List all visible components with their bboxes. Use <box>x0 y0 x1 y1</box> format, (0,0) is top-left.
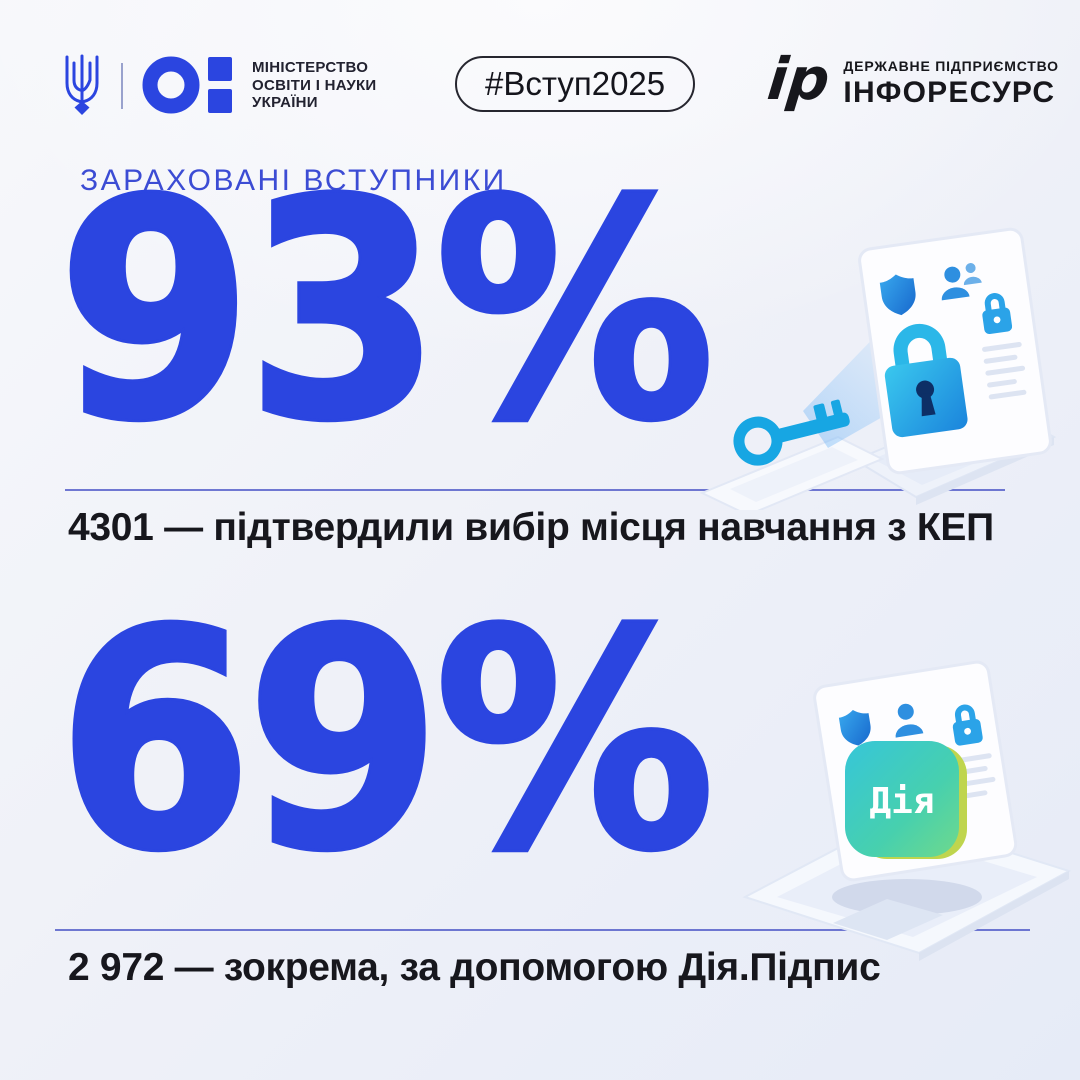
ministry-name-line3: УКРАЇНИ <box>252 94 318 111</box>
shield-icon <box>838 709 871 746</box>
stat-2-percent: 69% <box>55 567 717 916</box>
diia-app-icon: Дія <box>845 741 967 859</box>
section-divider <box>55 929 1030 931</box>
hashtag-badge: #Вступ2025 <box>455 56 696 112</box>
users-icon <box>895 703 924 738</box>
laptop-security-illustration <box>699 227 1057 510</box>
trident-icon <box>65 54 99 115</box>
inforesurs-logo: ір ДЕРЖАВНЕ ПІДПРИЄМСТВО ІНФОРЕСУРС <box>764 45 1059 113</box>
shield-icon <box>879 274 916 316</box>
small-lock-icon <box>982 293 1013 335</box>
ministry-name-line2: ОСВІТИ І НАУКИ <box>252 76 377 94</box>
inforesurs-title: ІНФОРЕСУРС <box>843 76 1056 109</box>
laptop-screen <box>858 227 1052 475</box>
tablet <box>699 435 885 510</box>
small-lock-icon <box>952 704 983 746</box>
laptop-diia-illustration: Дія <box>742 660 1072 961</box>
key-icon <box>733 399 850 466</box>
mon-logo-icon <box>142 56 232 114</box>
stat-1-percent: 93% <box>55 137 717 486</box>
screen-text-lines <box>982 341 1027 400</box>
stat-1-caption: 4301 — підтвердили вибір місця навчання … <box>68 506 994 549</box>
users-icon <box>941 263 982 301</box>
inforesurs-glyph-icon: ір <box>764 45 833 113</box>
inforesurs-wordmark: ДЕРЖАВНЕ ПІДПРИЄМСТВО ІНФОРЕСУРС <box>843 48 1058 110</box>
ministry-name: МІНІСТЕРСТВО ОСВІТИ І НАУКИ УКРАЇНИ <box>252 59 377 112</box>
ministry-name-line1: МІНІСТЕРСТВО <box>252 59 369 76</box>
hashtag-text: #Вступ2025 <box>485 65 666 102</box>
diia-label: Дія <box>869 781 934 822</box>
inforesurs-subtitle: ДЕРЖАВНЕ ПІДПРИЄМСТВО <box>843 58 1059 74</box>
stat-2-caption: 2 972 — зокрема, за допомогою Дія.Підпис <box>68 946 881 989</box>
logo-divider <box>121 63 123 109</box>
section-divider <box>65 489 1005 491</box>
padlock-icon <box>884 323 968 438</box>
section-title: ЗАРАХОВАНІ ВСТУПНИКИ <box>80 164 507 197</box>
